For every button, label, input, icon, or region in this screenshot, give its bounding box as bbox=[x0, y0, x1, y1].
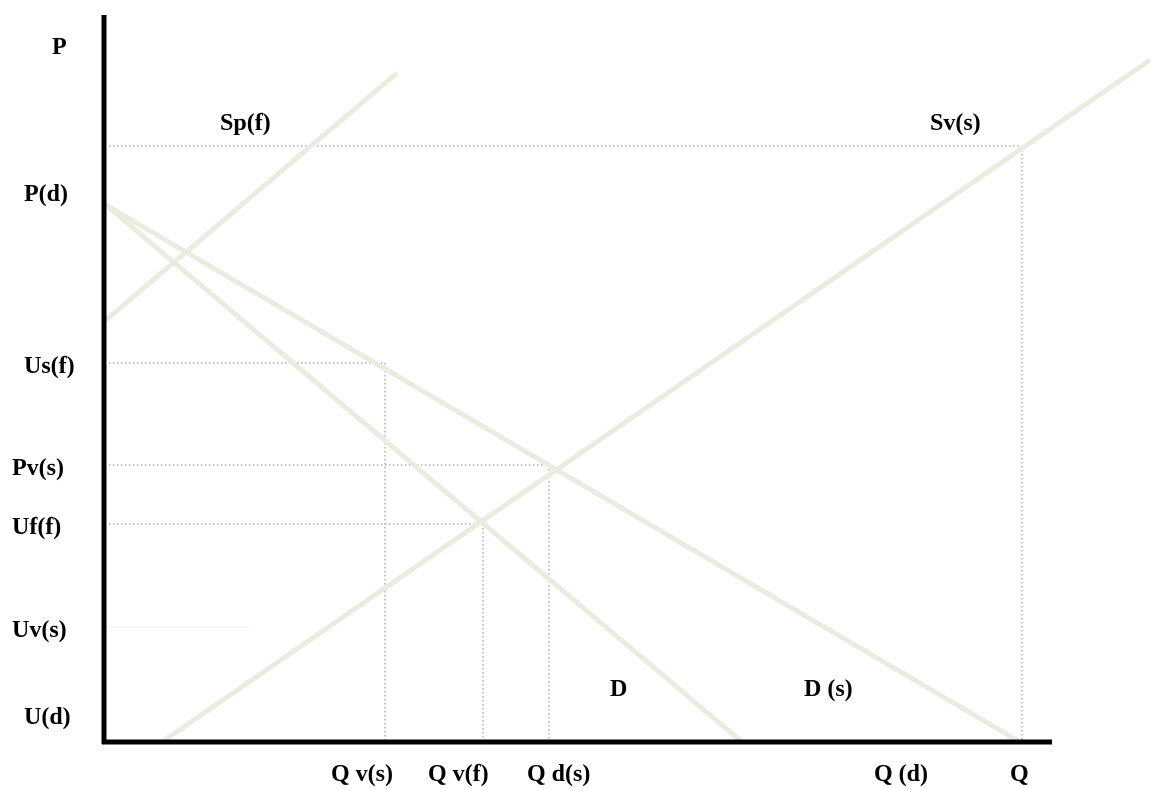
y-label-uf-f: Uf(f) bbox=[12, 514, 61, 540]
guide-lines bbox=[105, 145, 1023, 742]
curve-labels: Sp(f) Sv(s) D D (s) bbox=[220, 110, 981, 702]
x-label-q-v-f: Q v(f) bbox=[428, 761, 489, 787]
y-label-us-f: Us(f) bbox=[24, 353, 75, 379]
x-label-q-d-s: Q d(s) bbox=[527, 761, 590, 787]
curves bbox=[104, 57, 1152, 745]
y-label-pv-s: Pv(s) bbox=[12, 455, 64, 481]
x-label-q-v-s: Q v(s) bbox=[331, 761, 393, 787]
x-label-q-d: Q (d) bbox=[874, 761, 928, 787]
supply-curve-sv-s bbox=[160, 57, 1152, 745]
curve-label-d: D bbox=[610, 676, 627, 702]
demand-curve-d bbox=[104, 203, 744, 744]
curve-label-d-s: D (s) bbox=[804, 676, 853, 702]
curve-label-sv-s: Sv(s) bbox=[930, 110, 981, 136]
x-axis-labels: Q v(s) Q v(f) Q d(s) Q (d) bbox=[331, 761, 928, 787]
y-label-p-d: P(d) bbox=[24, 181, 68, 207]
axes bbox=[101, 15, 1052, 745]
y-label-uv-s: Uv(s) bbox=[12, 617, 67, 643]
supply-curve-sp-f bbox=[104, 71, 399, 322]
x-axis-label: Q bbox=[1010, 761, 1029, 787]
y-axis-labels: P(d) Us(f) Pv(s) Uf(f) Uv(s) U(d) bbox=[12, 181, 75, 730]
y-label-u-d: U(d) bbox=[24, 704, 71, 730]
curve-label-sp-f: Sp(f) bbox=[220, 110, 271, 136]
demand-curve-d-s bbox=[104, 202, 1022, 745]
y-axis-label: P bbox=[52, 34, 67, 60]
